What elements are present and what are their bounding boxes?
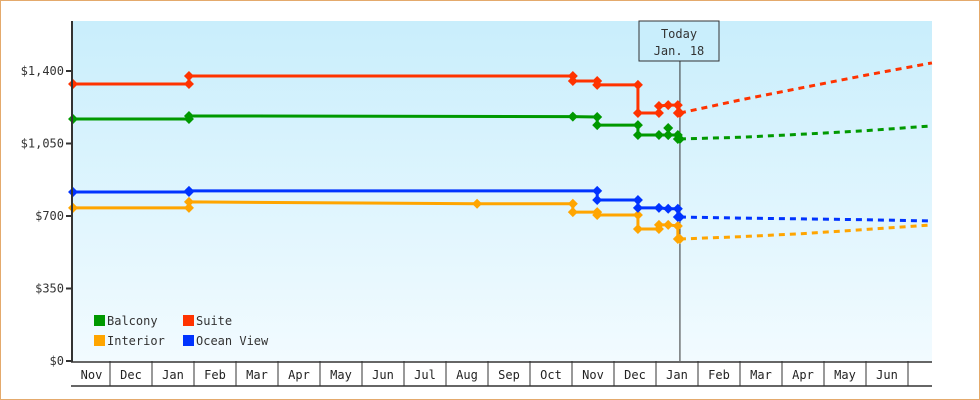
balcony-forecast-line	[679, 124, 933, 141]
suite-point	[663, 100, 674, 111]
month-label: Jun	[372, 368, 394, 382]
month-label: Feb	[708, 368, 730, 382]
balcony-point	[592, 111, 603, 122]
interior-point	[567, 198, 578, 209]
legend-swatch	[94, 335, 105, 346]
month-label: Sep	[498, 368, 520, 382]
today-box	[638, 20, 720, 62]
month-label: Oct	[540, 368, 562, 382]
ocean-view-point	[632, 202, 643, 213]
interior-point	[632, 209, 643, 220]
month-label: May	[834, 368, 856, 382]
suite-point	[653, 101, 664, 112]
today-date: Jan. 18	[654, 44, 705, 58]
ocean-view-point	[592, 195, 603, 206]
legend-swatch	[183, 315, 194, 326]
month-label: Nov	[81, 368, 103, 382]
balcony-point	[567, 111, 578, 122]
month-label: Apr	[792, 368, 814, 382]
balcony-point	[663, 130, 674, 141]
y-tick-label: $700	[35, 209, 64, 223]
balcony-point	[632, 120, 643, 131]
balcony-point	[68, 114, 79, 125]
interior-point	[653, 219, 664, 230]
month-label: Mar	[246, 368, 268, 382]
balcony-point	[663, 122, 674, 133]
month-label: Dec	[624, 368, 646, 382]
ocean-view-point	[663, 203, 674, 214]
ocean-view-point	[68, 186, 79, 197]
month-label: Dec	[120, 368, 142, 382]
interior-point	[183, 202, 194, 213]
ocean-view-point	[632, 195, 643, 206]
interior-point	[674, 233, 685, 244]
month-label: Jun	[876, 368, 898, 382]
y-tick-label: $1,050	[21, 137, 64, 151]
ocean-view-point	[653, 202, 664, 213]
month-label: Mar	[750, 368, 772, 382]
ocean-view-forecast-line	[679, 215, 932, 223]
interior-line	[73, 200, 680, 241]
balcony-point	[653, 130, 664, 141]
balcony-point	[183, 110, 194, 121]
suite-forecast-line	[679, 61, 933, 115]
interior-point	[632, 224, 643, 235]
legend-swatch	[94, 315, 105, 326]
legend-label: Ocean View	[196, 334, 269, 348]
suite-point	[592, 79, 603, 90]
legend-label: Suite	[196, 314, 232, 328]
interior-point	[567, 207, 578, 218]
legend-label: Interior	[107, 334, 165, 348]
legend-label: Balcony	[107, 314, 158, 328]
interior-forecast-line	[679, 223, 933, 241]
suite-point	[632, 79, 643, 90]
y-tick-label: $0	[50, 354, 64, 368]
y-tick-label: $350	[35, 282, 64, 296]
interior-point	[68, 202, 79, 213]
legend-swatch	[183, 335, 194, 346]
interior-point	[663, 219, 674, 230]
month-label: Jan	[162, 368, 184, 382]
today-label: Today	[661, 27, 697, 41]
suite-point	[183, 79, 194, 90]
suite-point	[183, 70, 194, 81]
suite-point	[68, 79, 79, 90]
ocean-view-point	[592, 185, 603, 196]
interior-point	[672, 220, 683, 231]
suite-point	[567, 75, 578, 86]
ocean-view-point	[674, 212, 685, 223]
month-label: Apr	[288, 368, 310, 382]
month-label: Aug	[456, 368, 478, 382]
ocean-view-point	[672, 203, 683, 214]
suite-point	[653, 108, 664, 119]
month-label: Nov	[582, 368, 604, 382]
y-tick-label: $1,400	[21, 64, 64, 78]
ocean-view-point	[183, 185, 194, 196]
interior-point	[472, 198, 483, 209]
balcony-point	[592, 120, 603, 131]
suite-point	[672, 100, 683, 111]
balcony-point	[632, 130, 643, 141]
month-label: May	[330, 368, 352, 382]
interior-point	[183, 196, 194, 207]
balcony-point	[674, 133, 685, 144]
suite-point	[632, 108, 643, 119]
suite-point	[674, 108, 685, 119]
month-label: Jan	[666, 368, 688, 382]
month-label: Jul	[414, 368, 436, 382]
interior-point	[592, 209, 603, 220]
month-label: Feb	[204, 368, 226, 382]
